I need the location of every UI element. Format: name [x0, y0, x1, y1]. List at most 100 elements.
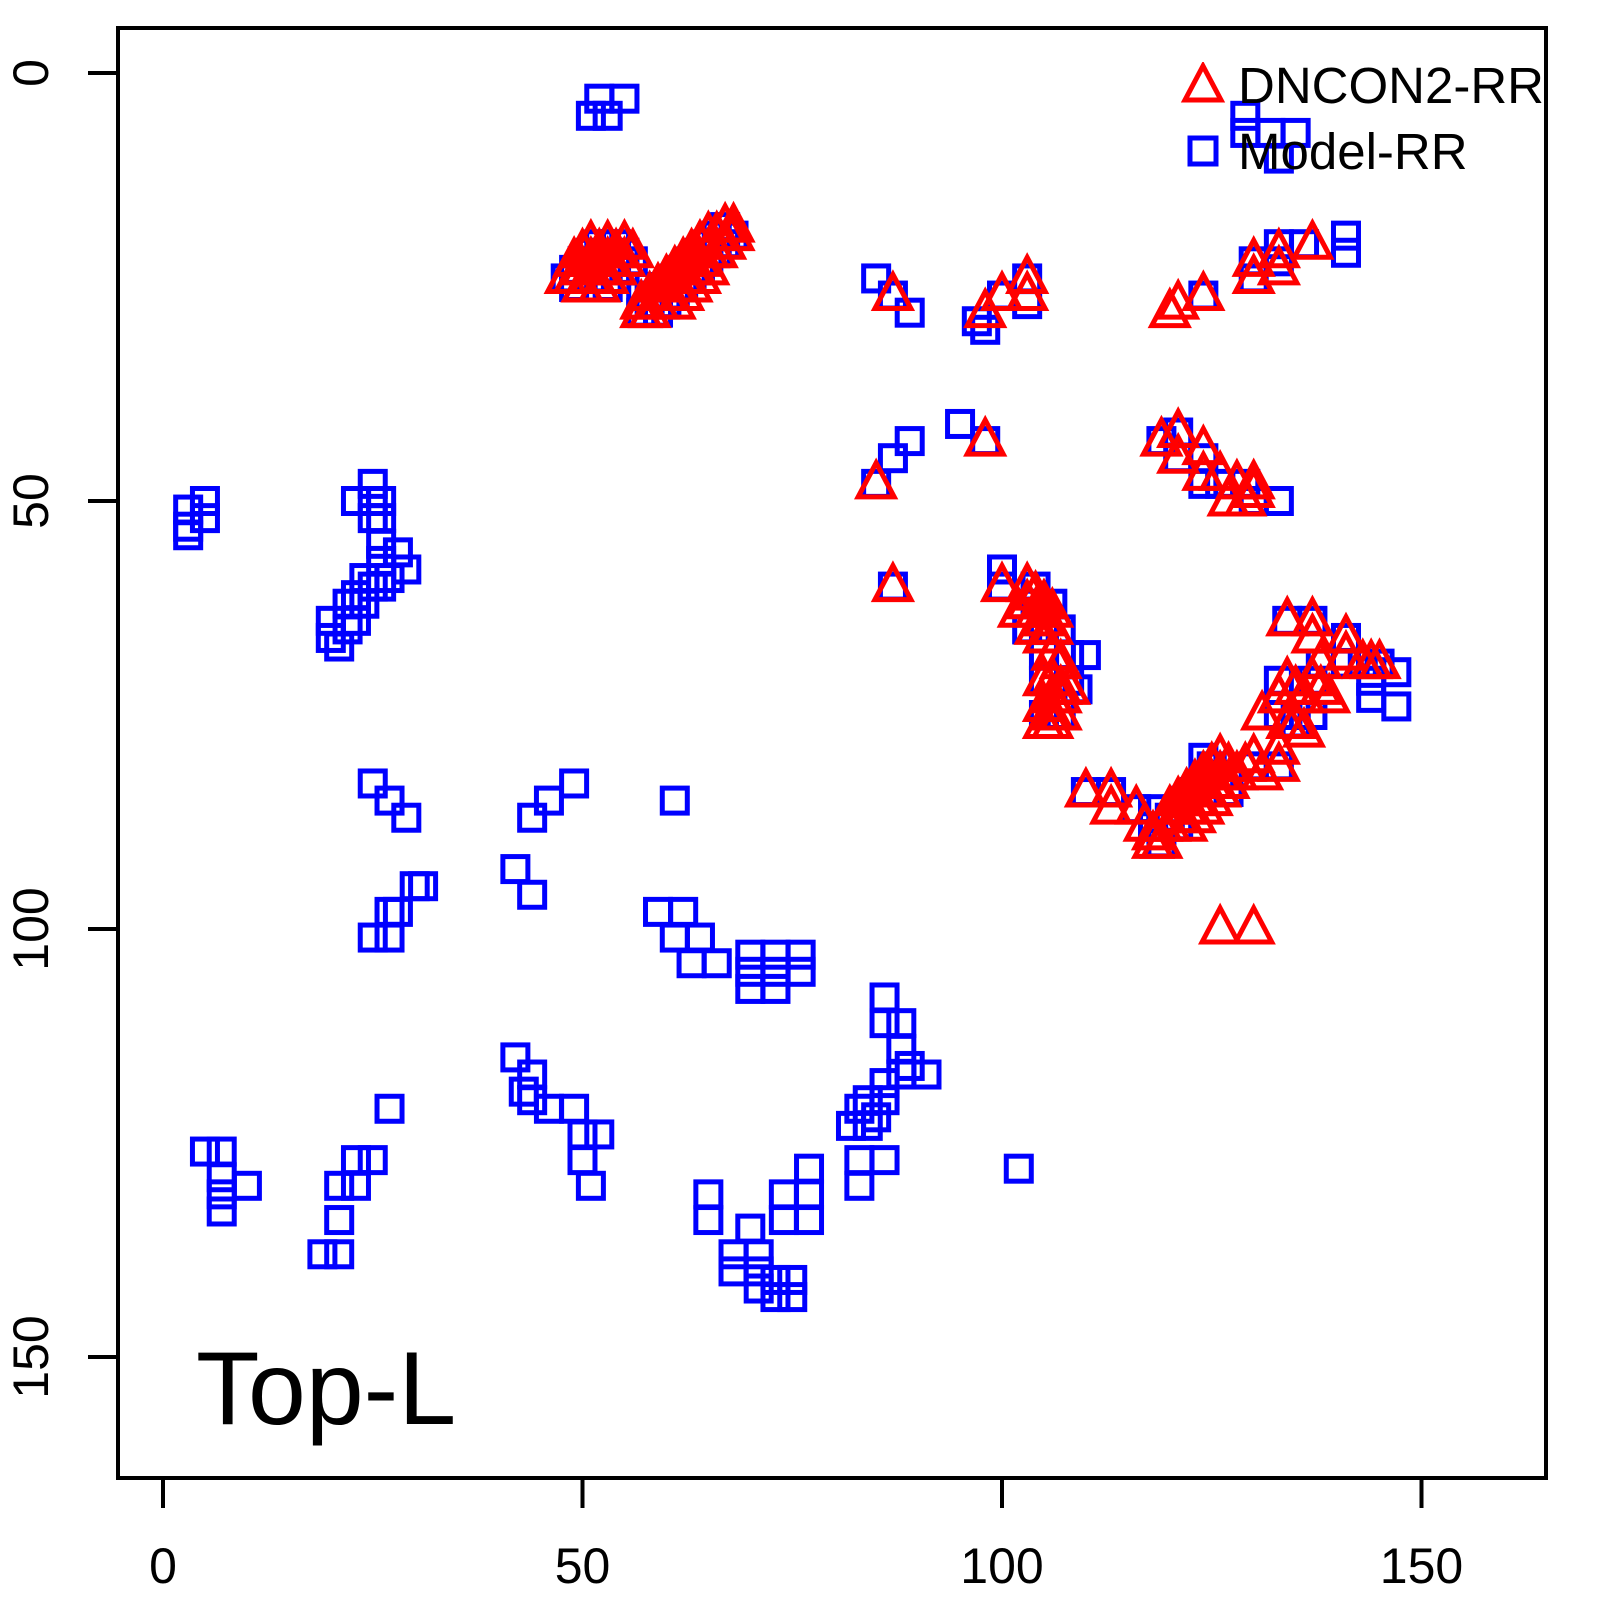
dncon2-rr-point-marker	[610, 226, 655, 269]
model-rr-point-marker	[340, 605, 371, 636]
model-rr-point-marker	[886, 1059, 917, 1090]
model-rr-point-marker	[584, 83, 615, 114]
model-rr-point-marker	[315, 622, 346, 653]
model-rr-point-marker	[768, 1205, 799, 1236]
dncon2-rr-point-marker	[963, 414, 1008, 457]
model-rr-point-marker	[592, 100, 623, 131]
model-rr-point-marker	[1356, 682, 1387, 713]
dncon2-rr-point-marker	[1088, 782, 1134, 825]
model-rr-point-marker	[500, 854, 531, 885]
model-rr-point-marker	[693, 1179, 724, 1210]
dncon2-rr-point-marker	[1290, 594, 1335, 637]
model-rr-point-marker	[743, 1239, 774, 1270]
model-rr-point-marker	[231, 1170, 262, 1201]
model-rr-point-marker	[911, 1059, 942, 1090]
model-rr-point-marker	[768, 1179, 799, 1210]
dncon2-rr-point-marker	[1181, 423, 1226, 466]
model-rr-point-marker	[374, 896, 405, 927]
dncon2-rr-point-marker	[602, 217, 647, 260]
dncon2-rr-point-marker	[870, 269, 916, 312]
model-rr-point-marker	[869, 1085, 900, 1116]
model-rr-point-marker	[684, 922, 715, 953]
dncon2-rr-point-marker	[602, 234, 647, 277]
dncon2-rr-point-marker	[677, 252, 723, 294]
model-rr-point-marker	[869, 1068, 900, 1099]
dncon2-rr-point-marker	[1005, 560, 1050, 603]
model-rr-point-marker	[315, 605, 346, 636]
model-rr-point-marker	[886, 1008, 917, 1039]
dncon2-rr-point-marker	[1256, 243, 1302, 286]
dncon2-rr-point-marker	[1038, 688, 1083, 731]
model-rr-point-marker	[508, 1076, 539, 1107]
model-rr-point-marker	[794, 1153, 825, 1184]
dncon2-rr-point-marker	[1139, 414, 1184, 457]
y-tick-label: 100	[3, 887, 59, 970]
dncon2-rr-point-marker	[1256, 226, 1302, 269]
model-rr-point-marker	[349, 563, 380, 594]
model-rr-point-marker	[340, 580, 371, 611]
model-rr-point-marker	[844, 1170, 875, 1201]
model-rr-point-marker	[340, 486, 371, 516]
dncon2-rr-point-marker	[1181, 269, 1226, 312]
legend-label-dncon2-rr: DNCON2-RR	[1238, 56, 1544, 114]
model-rr-point-marker	[559, 1093, 590, 1124]
dncon2-rr-point-marker	[1030, 585, 1075, 628]
model-rr-point-marker	[517, 1059, 548, 1090]
plot-frame	[116, 26, 1548, 1480]
dncon2-rr-point-marker	[1273, 697, 1318, 740]
model-rr-point-marker	[1356, 665, 1387, 696]
model-rr-point-marker	[567, 1119, 598, 1150]
model-rr-point-marker	[877, 443, 908, 474]
model-rr-point-marker	[357, 468, 388, 499]
triangle-glyph	[1180, 62, 1226, 103]
model-rr-point-marker	[533, 1093, 564, 1124]
dncon2-rr-point-marker	[1063, 765, 1109, 808]
model-rr-point-marker	[970, 314, 1001, 345]
model-rr-point-marker	[500, 1042, 531, 1073]
dncon2-rr-point-marker	[1223, 740, 1268, 782]
model-rr-point-marker	[735, 1213, 766, 1244]
dncon2-rr-point-marker	[1005, 252, 1050, 294]
dncon2-rr-point-marker	[1281, 705, 1327, 748]
model-rr-point-marker	[559, 768, 590, 799]
x-tick-label: 0	[149, 1538, 177, 1594]
model-rr-point-marker	[357, 768, 388, 799]
model-rr-point-marker	[332, 614, 363, 645]
model-rr-point-marker	[659, 785, 690, 816]
model-rr-point-marker	[173, 511, 204, 542]
model-rr-point-marker	[1188, 468, 1219, 499]
dncon2-rr-point-marker	[1147, 286, 1192, 329]
model-rr-point-marker	[1381, 691, 1412, 722]
dncon2-rr-point-marker	[1223, 474, 1268, 517]
legend-label-model-rr: Model-RR	[1238, 122, 1468, 180]
dncon2-rr-point-marker	[1323, 628, 1369, 671]
model-rr-point-marker	[785, 939, 816, 970]
model-rr-point-marker	[357, 486, 388, 516]
model-rr-point-marker	[735, 973, 766, 1004]
model-rr-point-marker	[382, 537, 413, 568]
model-rr-point-marker	[643, 896, 674, 927]
dncon2-rr-point-marker	[711, 209, 756, 252]
model-rr-point-marker	[206, 1162, 237, 1193]
dncon2-rr-point-marker	[1357, 637, 1402, 680]
dncon2-rr-point-marker	[1239, 688, 1285, 731]
model-rr-point-marker	[357, 571, 388, 602]
model-rr-point-marker	[366, 503, 397, 534]
model-rr-point-marker	[374, 922, 405, 953]
model-rr-point-marker	[701, 948, 732, 979]
model-rr-point-marker	[307, 1239, 338, 1270]
model-rr-point-marker	[399, 871, 430, 902]
model-rr-point-marker	[676, 948, 707, 979]
model-rr-point-marker	[869, 1008, 900, 1039]
model-rr-point-marker	[718, 1256, 749, 1287]
dncon2-rr-point-marker	[1256, 671, 1302, 714]
dncon2-rr-point-marker	[1290, 611, 1335, 654]
square-glyph	[1187, 135, 1219, 167]
model-rr-point-marker	[533, 785, 564, 816]
model-rr-point-marker	[869, 982, 900, 1013]
model-rr-point-marker	[340, 1145, 371, 1176]
dncon2-rr-point-marker	[1265, 594, 1310, 637]
model-rr-point-marker	[173, 520, 204, 551]
model-rr-point-marker	[861, 1102, 892, 1133]
